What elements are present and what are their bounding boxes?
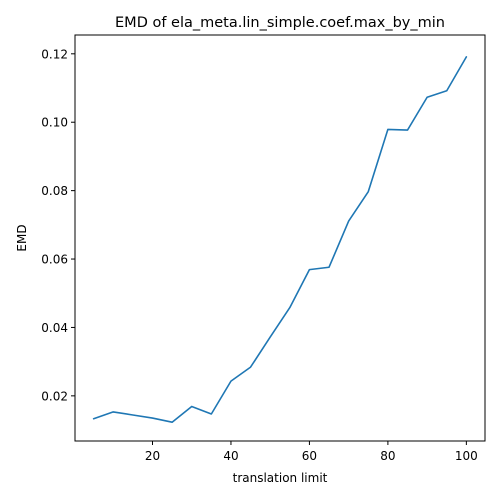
x-tick-label: 80: [380, 449, 395, 463]
y-axis-label: EMD: [15, 224, 29, 251]
series-line: [92, 56, 468, 423]
plot-frame: [74, 34, 486, 442]
x-tick-label: 60: [302, 449, 317, 463]
x-tick-label: 40: [223, 449, 238, 463]
y-tick-label: 0.12: [41, 47, 68, 61]
x-tick-label: 100: [455, 449, 478, 463]
plot-area: [74, 34, 486, 442]
x-tick-label: 20: [145, 449, 160, 463]
y-axis-ticks: 0.02 0.04 0.06 0.08 0.10 0.12: [41, 47, 75, 403]
y-tick-label: 0.10: [41, 116, 68, 130]
x-axis-ticks: 20 40 60 80 100: [145, 441, 478, 463]
y-tick-label: 0.08: [41, 184, 68, 198]
chart-title: EMD of ela_meta.lin_simple.coef.max_by_m…: [115, 15, 445, 31]
x-axis-label: translation limit: [233, 471, 328, 485]
y-tick-label: 0.06: [41, 253, 68, 267]
y-tick-label: 0.02: [41, 389, 68, 403]
y-tick-label: 0.04: [41, 321, 68, 335]
